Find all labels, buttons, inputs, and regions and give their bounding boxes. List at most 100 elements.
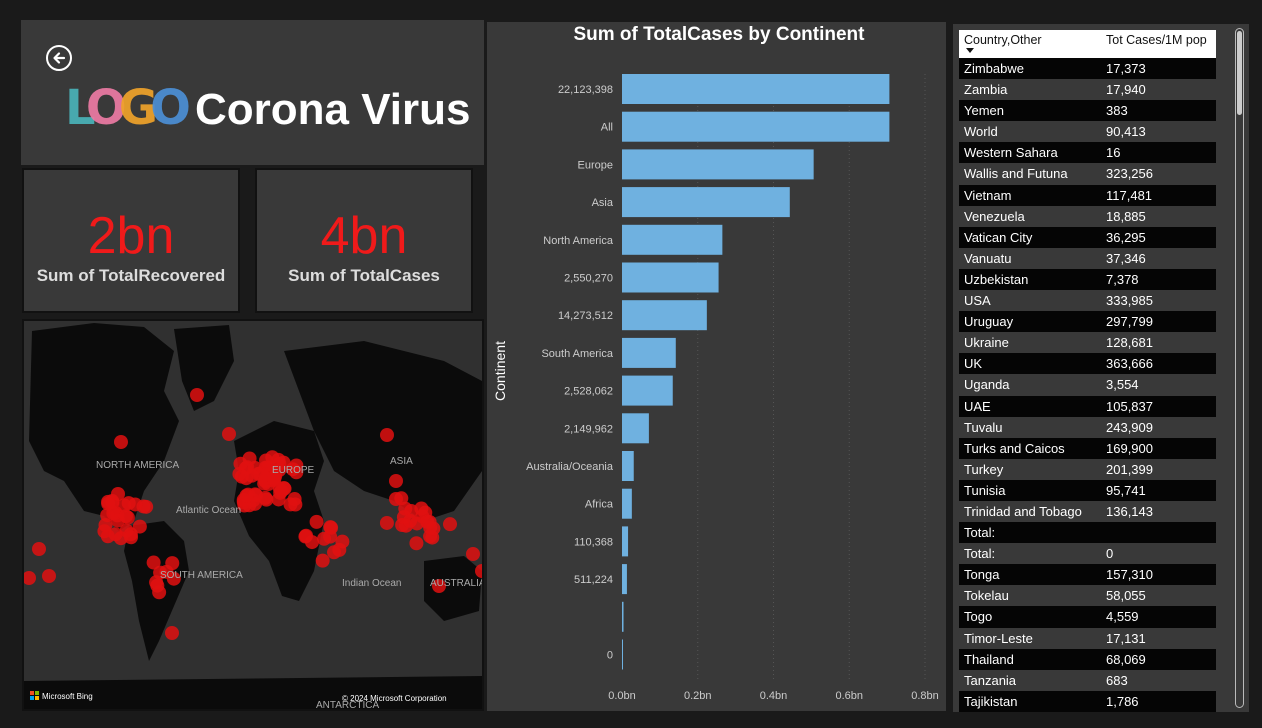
case-marker[interactable] — [315, 553, 330, 568]
case-marker[interactable] — [233, 456, 248, 471]
table-scrollbar[interactable] — [1235, 28, 1244, 708]
bar[interactable] — [622, 111, 890, 142]
table-row[interactable]: Timor-Leste 17,131 — [959, 627, 1216, 649]
table-row[interactable]: World 90,413 — [959, 121, 1216, 143]
table-row[interactable]: Tajikistan 1,786 — [959, 690, 1216, 712]
case-marker[interactable] — [98, 518, 113, 533]
case-marker[interactable] — [117, 498, 132, 513]
sort-descending-icon[interactable] — [966, 48, 974, 53]
table-row[interactable]: Vietnam 117,481 — [959, 184, 1216, 206]
case-marker[interactable] — [222, 427, 236, 441]
table-row[interactable]: UAE 105,837 — [959, 395, 1216, 417]
case-marker[interactable] — [379, 515, 394, 530]
case-marker[interactable] — [111, 487, 125, 501]
table-row[interactable]: Western Sahara 16 — [959, 142, 1216, 164]
table-row[interactable]: Trinidad and Tobago 136,143 — [959, 500, 1216, 523]
bar[interactable] — [622, 488, 632, 519]
case-marker[interactable] — [32, 542, 46, 556]
world-map[interactable]: NORTH AMERICA Atlantic Ocean SOUTH AMERI… — [24, 321, 482, 709]
bar[interactable] — [622, 224, 723, 255]
kpi-card-total-cases[interactable]: 4bn Sum of TotalCases — [255, 168, 473, 313]
table-row[interactable]: Uruguay 297,799 — [959, 311, 1216, 333]
scrollbar-thumb[interactable] — [1237, 31, 1242, 115]
case-marker[interactable] — [152, 585, 167, 600]
case-marker[interactable] — [335, 534, 350, 549]
case-marker[interactable] — [190, 388, 204, 402]
bar[interactable] — [622, 149, 814, 180]
column-header-country[interactable]: Country,Other — [964, 33, 1042, 47]
table-row[interactable]: Vatican City 36,295 — [959, 226, 1216, 248]
case-marker[interactable] — [324, 520, 339, 535]
case-marker[interactable] — [146, 555, 161, 570]
table-row[interactable]: Wallis and Futuna 323,256 — [959, 163, 1216, 185]
bar[interactable] — [622, 187, 790, 218]
case-marker[interactable] — [100, 529, 115, 544]
table-row[interactable]: Togo 4,559 — [959, 606, 1216, 628]
bar[interactable] — [622, 601, 624, 632]
case-marker[interactable] — [153, 565, 168, 580]
table-row[interactable]: Tunisia 95,741 — [959, 479, 1216, 501]
case-marker[interactable] — [259, 492, 274, 507]
table-row[interactable]: Tokelau 58,055 — [959, 585, 1216, 607]
bar[interactable] — [622, 375, 673, 406]
table-row[interactable]: UK 363,666 — [959, 353, 1216, 375]
case-marker[interactable] — [298, 529, 313, 544]
case-marker[interactable] — [166, 571, 181, 586]
table-row[interactable]: Total: — [959, 522, 1216, 544]
table-row[interactable]: Vanuatu 37,346 — [959, 247, 1216, 269]
case-marker[interactable] — [409, 536, 424, 551]
case-marker[interactable] — [271, 492, 286, 507]
case-marker[interactable] — [232, 466, 247, 481]
case-marker[interactable] — [265, 450, 280, 465]
case-marker[interactable] — [287, 492, 302, 507]
case-marker[interactable] — [24, 571, 36, 585]
bar[interactable] — [622, 300, 707, 331]
case-marker[interactable] — [123, 530, 138, 545]
table-row[interactable]: Tuvalu 243,909 — [959, 416, 1216, 438]
case-marker[interactable] — [114, 435, 128, 449]
back-button[interactable] — [46, 45, 72, 71]
case-marker[interactable] — [389, 492, 403, 506]
table-row[interactable]: Turkey 201,399 — [959, 458, 1216, 480]
kpi-card-recovered[interactable]: 2bn Sum of TotalRecovered — [22, 168, 240, 313]
table-row[interactable]: Tanzania 683 — [959, 669, 1216, 691]
case-marker[interactable] — [42, 569, 56, 583]
table-row[interactable]: Uzbekistan 7,378 — [959, 268, 1216, 291]
case-marker[interactable] — [106, 506, 121, 521]
column-header-cases-per-million[interactable]: Tot Cases/1M pop — [1106, 33, 1207, 47]
case-marker[interactable] — [267, 472, 282, 487]
country-table-panel[interactable]: Country,Other Tot Cases/1M pop Zimbabwe 1… — [953, 24, 1249, 712]
table-row[interactable]: Ukraine 128,681 — [959, 332, 1216, 354]
case-marker[interactable] — [403, 513, 418, 528]
case-marker[interactable] — [128, 497, 143, 512]
bar[interactable] — [622, 413, 649, 444]
table-row[interactable]: USA 333,985 — [959, 290, 1216, 312]
case-marker[interactable] — [466, 547, 480, 561]
case-marker[interactable] — [165, 626, 179, 640]
table-row[interactable]: Uganda 3,554 — [959, 374, 1216, 396]
case-marker[interactable] — [432, 579, 446, 593]
case-marker[interactable] — [132, 519, 147, 534]
case-marker[interactable] — [443, 517, 458, 532]
bar[interactable] — [622, 526, 629, 557]
bar[interactable] — [622, 262, 719, 293]
table-row[interactable]: Venezuela 18,885 — [959, 205, 1216, 227]
bar-chart[interactable]: 0.0bn 0.2bn 0.4bn 0.6bn 0.8bn 22,123,398 All Eu… — [487, 22, 946, 711]
table-row[interactable]: Zambia 17,940 — [959, 79, 1216, 101]
bar[interactable] — [622, 564, 627, 595]
case-marker[interactable] — [309, 514, 324, 529]
bar[interactable] — [622, 451, 634, 481]
case-marker[interactable] — [317, 531, 332, 546]
case-marker[interactable] — [380, 428, 394, 442]
case-marker[interactable] — [422, 514, 437, 529]
table-row[interactable]: Total: 0 — [959, 543, 1216, 565]
table-row[interactable]: Thailand 68,069 — [959, 648, 1216, 670]
case-marker[interactable] — [244, 468, 259, 483]
bar-chart-panel[interactable]: Sum of TotalCases by Continent 0.0bn 0.2b… — [487, 22, 946, 711]
bar[interactable] — [622, 74, 890, 104]
table-row[interactable]: Turks and Caicos 169,900 — [959, 437, 1216, 459]
table-row[interactable]: Tonga 157,310 — [959, 564, 1216, 586]
case-marker[interactable] — [239, 488, 254, 503]
map-visual[interactable]: NORTH AMERICA Atlantic Ocean SOUTH AMERI… — [22, 319, 484, 711]
table-row[interactable]: Yemen 383 — [959, 100, 1216, 122]
